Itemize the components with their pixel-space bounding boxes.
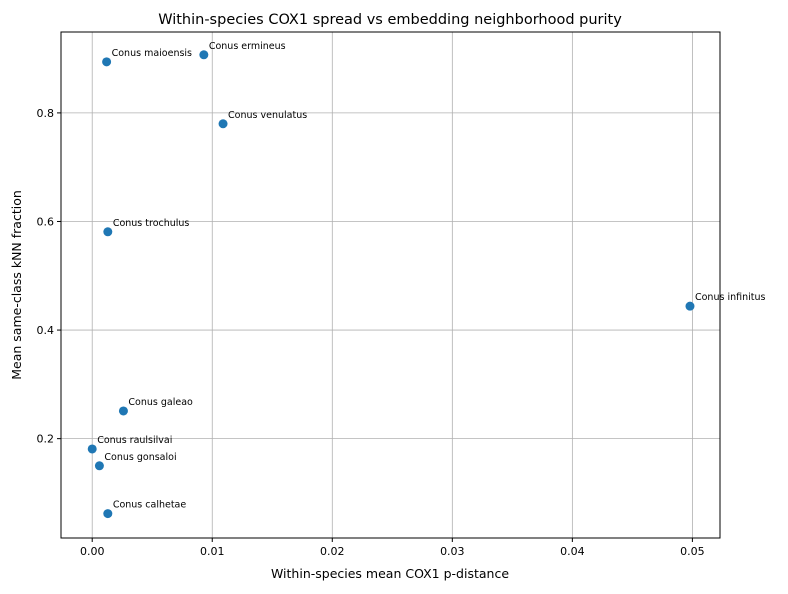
data-point xyxy=(685,301,695,311)
y-tick-label: 0.2 xyxy=(37,433,55,446)
point-label: Conus venulatus xyxy=(228,110,307,121)
data-point xyxy=(199,50,209,60)
point-label: Conus galeao xyxy=(128,397,193,408)
x-tick-label: 0.02 xyxy=(320,545,345,558)
point-label: Conus calhetae xyxy=(113,500,187,511)
y-tick-label: 0.8 xyxy=(37,107,55,120)
y-tick-label: 0.6 xyxy=(37,215,55,228)
data-point xyxy=(218,119,228,129)
x-tick-label: 0.00 xyxy=(80,545,105,558)
y-tick-label: 0.4 xyxy=(37,324,55,337)
grid xyxy=(61,32,720,538)
data-point xyxy=(103,509,113,519)
point-label: Conus raulsilvai xyxy=(97,435,172,446)
point-label: Conus ermineus xyxy=(209,41,286,52)
data-point xyxy=(87,444,97,454)
axis-ticks: 0.00 0.01 0.02 0.03 0.04 0.05 0.2 0.4 0.6 0.8 xyxy=(37,107,705,558)
data-point xyxy=(118,406,128,416)
y-axis-label: Mean same-class kNN fraction xyxy=(9,190,24,380)
x-tick-label: 0.03 xyxy=(440,545,465,558)
x-tick-label: 0.01 xyxy=(200,545,225,558)
data-point xyxy=(102,57,112,67)
chart-title: Within-species COX1 spread vs embedding … xyxy=(158,12,622,28)
data-points: Conus maioensis Conus ermineus Conus venul… xyxy=(87,41,766,519)
x-tick-label: 0.04 xyxy=(560,545,585,558)
data-point xyxy=(94,461,104,471)
plot-frame xyxy=(60,31,721,539)
x-axis-label: Within-species mean COX1 p-distance xyxy=(271,566,509,581)
point-label: Conus gonsaloi xyxy=(104,452,176,463)
point-label: Conus infinitus xyxy=(695,292,766,303)
data-point xyxy=(103,227,113,237)
point-label: Conus maioensis xyxy=(112,48,192,59)
x-tick-label: 0.05 xyxy=(680,545,705,558)
point-label: Conus trochulus xyxy=(113,218,190,229)
